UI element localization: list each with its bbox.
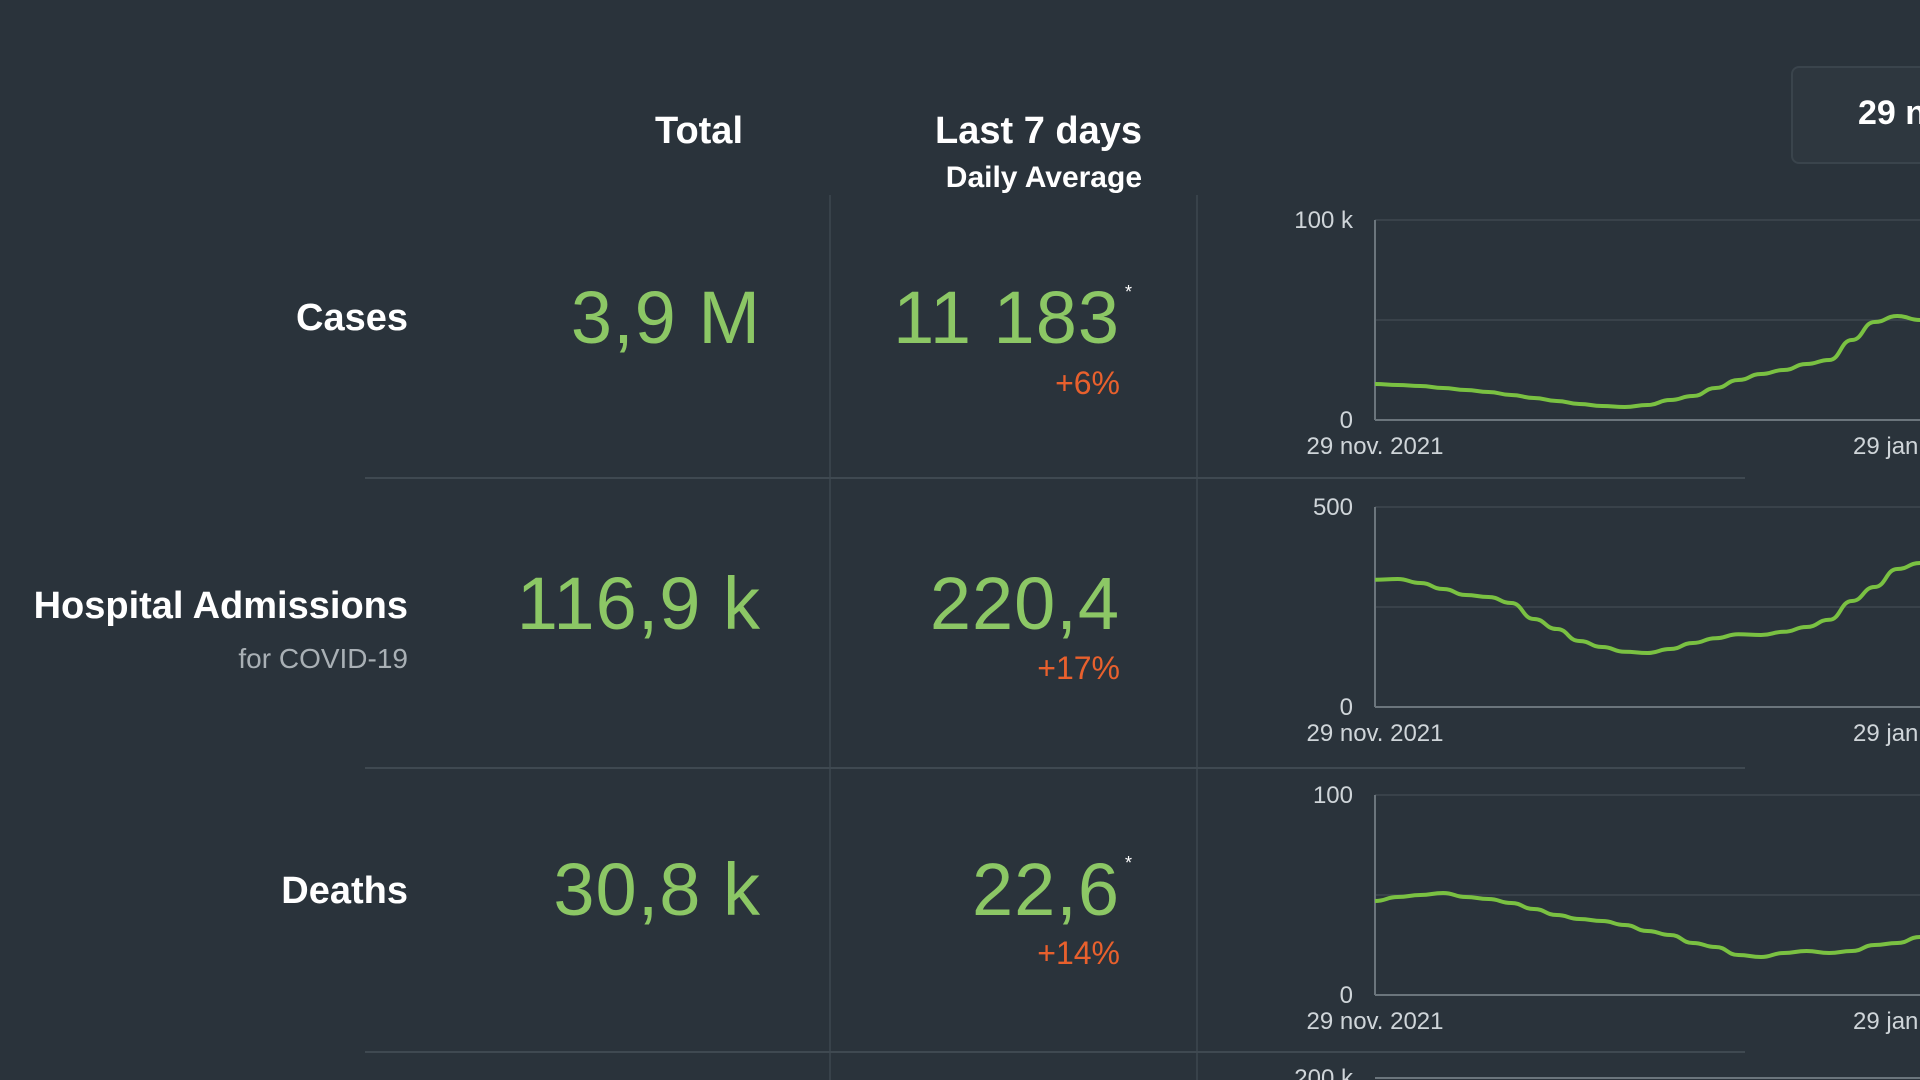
row-sublabel: for COVID-19 bbox=[238, 643, 408, 674]
daily-average-value: 22,6 bbox=[971, 848, 1120, 931]
total-value: 3,9 M bbox=[570, 276, 761, 359]
x-axis-end-label: 29 jan bbox=[1853, 1008, 1918, 1035]
trend-chart-deaths: 100 029 nov. 2021 29 jan bbox=[1306, 782, 1920, 1035]
row-divider bbox=[365, 1051, 1745, 1053]
trend-chart-cases: 100 k 029 nov. 2021 29 jan bbox=[1294, 207, 1920, 460]
y-axis-max-label: 100 bbox=[1313, 782, 1353, 809]
total-value: 116,9 k bbox=[516, 562, 761, 645]
y-axis-min-label: 0 bbox=[1340, 982, 1353, 1009]
y-axis-max-label: 200 k bbox=[1294, 1065, 1354, 1080]
x-axis-start-label: 29 nov. 2021 bbox=[1306, 433, 1443, 460]
tooltip-date: 29 n bbox=[1858, 94, 1920, 132]
total-value: 30,8 k bbox=[553, 848, 761, 931]
column-divider bbox=[1196, 195, 1198, 1080]
footnote-marker: * bbox=[1125, 282, 1133, 302]
x-axis-start-label: 29 nov. 2021 bbox=[1306, 1008, 1443, 1035]
y-axis-max-label: 500 bbox=[1313, 494, 1353, 521]
x-axis-end-label: 29 jan bbox=[1853, 720, 1918, 747]
y-axis-min-label: 0 bbox=[1340, 407, 1353, 434]
change-percent: +17% bbox=[1037, 650, 1120, 686]
column-subheader-daily-average: Daily Average bbox=[945, 161, 1142, 194]
y-axis-max-label: 100 k bbox=[1294, 207, 1354, 234]
footnote-marker: * bbox=[1125, 853, 1133, 873]
row-label: Cases bbox=[296, 297, 408, 339]
date-tooltip: 29 n bbox=[1791, 66, 1920, 164]
change-percent: +6% bbox=[1055, 365, 1120, 401]
daily-average-value: 220,4 bbox=[929, 562, 1120, 645]
trend-line bbox=[1374, 561, 1920, 655]
row-divider bbox=[365, 767, 1745, 769]
change-percent: +14% bbox=[1037, 935, 1120, 971]
y-axis-min-label: 0 bbox=[1340, 694, 1353, 721]
column-header-total: Total bbox=[655, 110, 743, 152]
x-axis-end-label: 29 jan bbox=[1853, 433, 1918, 460]
row-label: Hospital Admissions bbox=[33, 585, 408, 627]
x-axis-start-label: 29 nov. 2021 bbox=[1306, 720, 1443, 747]
trend-line bbox=[1374, 314, 1920, 409]
daily-average-value: 11 183 bbox=[893, 276, 1120, 359]
row-divider bbox=[365, 477, 1745, 479]
trend-line bbox=[1374, 891, 1920, 959]
row-label: Deaths bbox=[281, 870, 408, 912]
next-chart-peek: 200 k bbox=[1294, 1065, 1920, 1080]
column-header-last-7-days: Last 7 days bbox=[935, 110, 1142, 152]
column-divider bbox=[829, 195, 831, 1080]
trend-chart-hospital-admissions: 500 029 nov. 2021 29 jan bbox=[1306, 494, 1920, 747]
